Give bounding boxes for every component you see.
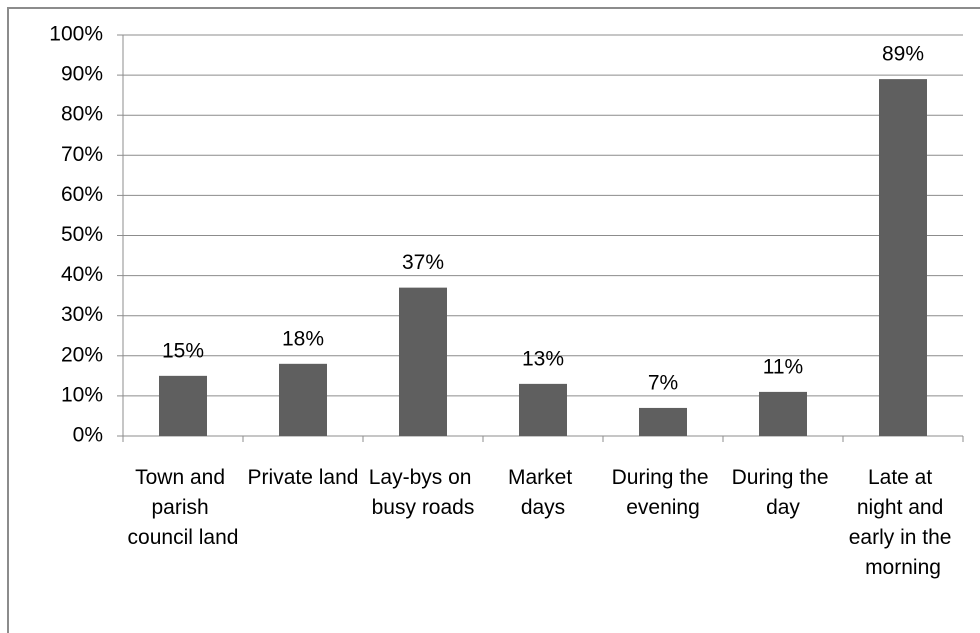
y-tick-label: 90% — [61, 63, 103, 86]
bar — [399, 287, 447, 436]
x-tick-label: Lay-bys on busy roads — [369, 466, 478, 519]
data-label: 37% — [402, 251, 444, 274]
y-tick-label: 100% — [49, 23, 103, 46]
y-tick-label: 10% — [61, 383, 103, 406]
y-tick-label: 40% — [61, 263, 103, 286]
data-label: 15% — [162, 339, 204, 362]
x-tick-label: Late at night and early in the morning — [849, 466, 958, 579]
x-tick-label: Town and parish council land — [128, 466, 239, 549]
data-label: 13% — [522, 347, 564, 370]
x-tick-label: During the day — [732, 466, 835, 519]
data-label: 11% — [763, 355, 803, 378]
y-tick-label: 80% — [61, 103, 103, 126]
y-tick-label: 20% — [61, 343, 103, 366]
data-label: 89% — [882, 43, 924, 66]
chart-frame — [7, 7, 980, 633]
bar — [159, 375, 207, 436]
data-label: 18% — [282, 327, 324, 350]
y-tick-label: 50% — [61, 223, 103, 246]
bar — [519, 383, 567, 436]
y-tick-label: 70% — [61, 143, 103, 166]
bar — [279, 363, 327, 436]
y-tick-label: 30% — [61, 303, 103, 326]
data-label: 7% — [648, 371, 678, 394]
bar — [639, 407, 687, 436]
bar — [879, 79, 927, 437]
x-tick-label: Market days — [508, 466, 578, 519]
y-tick-label: 0% — [73, 424, 103, 447]
x-tick-label: During the evening — [612, 466, 715, 519]
x-tick-label: Private land — [248, 466, 359, 489]
y-tick-label: 60% — [61, 183, 103, 206]
bar — [759, 391, 807, 436]
